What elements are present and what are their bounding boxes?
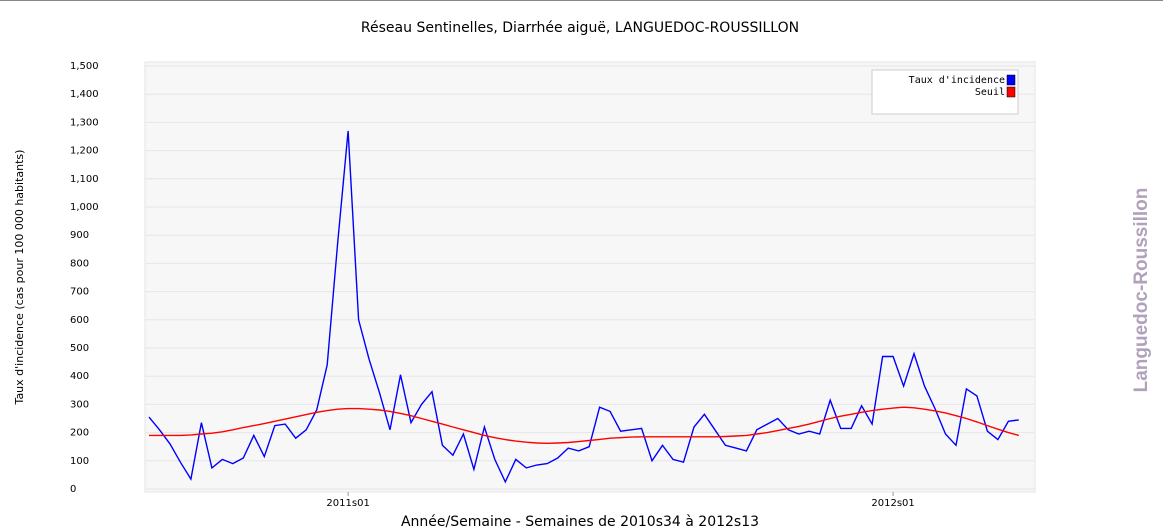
y-axis-label: Taux d'incidence (cas pour 100 000 habit… (13, 150, 26, 406)
y-tick-label: 900 (70, 230, 89, 241)
legend-swatch (1006, 74, 1016, 86)
y-tick-label: 500 (70, 343, 89, 354)
legend-box (871, 69, 1019, 115)
y-tick-label: 600 (70, 315, 89, 326)
y-tick-label: 400 (70, 371, 89, 382)
legend-label: Taux d'incidence (909, 75, 1005, 86)
y-tick-label: 0 (70, 484, 76, 495)
series-line (148, 130, 1019, 484)
plot-area (144, 61, 1036, 493)
y-tick-label: 1,000 (70, 202, 99, 213)
x-tick-label: 2011s01 (326, 498, 369, 509)
legend-label: Seuil (975, 87, 1005, 98)
x-tick-label: 2012s01 (871, 498, 914, 509)
y-tick-label: 1,500 (70, 61, 99, 72)
y-tick-label: 100 (70, 456, 89, 467)
y-tick-label: 1,300 (70, 117, 99, 128)
panel-label: Languedoc-Roussillon (1131, 188, 1152, 393)
y-tick-label: 1,100 (70, 174, 99, 185)
y-tick-label: 800 (70, 258, 89, 269)
y-tick-label: 300 (70, 399, 89, 410)
series-line (149, 406, 1019, 445)
legend-swatch (1006, 86, 1016, 98)
y-tick-label: 1,200 (70, 146, 99, 157)
y-tick-label: 200 (70, 428, 89, 439)
y-tick-label: 700 (70, 287, 89, 298)
chart-title: Réseau Sentinelles, Diarrhée aiguë, LANG… (361, 20, 799, 36)
y-tick-label: 1,400 (70, 89, 99, 100)
x-axis-label: Année/Semaine - Semaines de 2010s34 à 20… (401, 514, 759, 530)
